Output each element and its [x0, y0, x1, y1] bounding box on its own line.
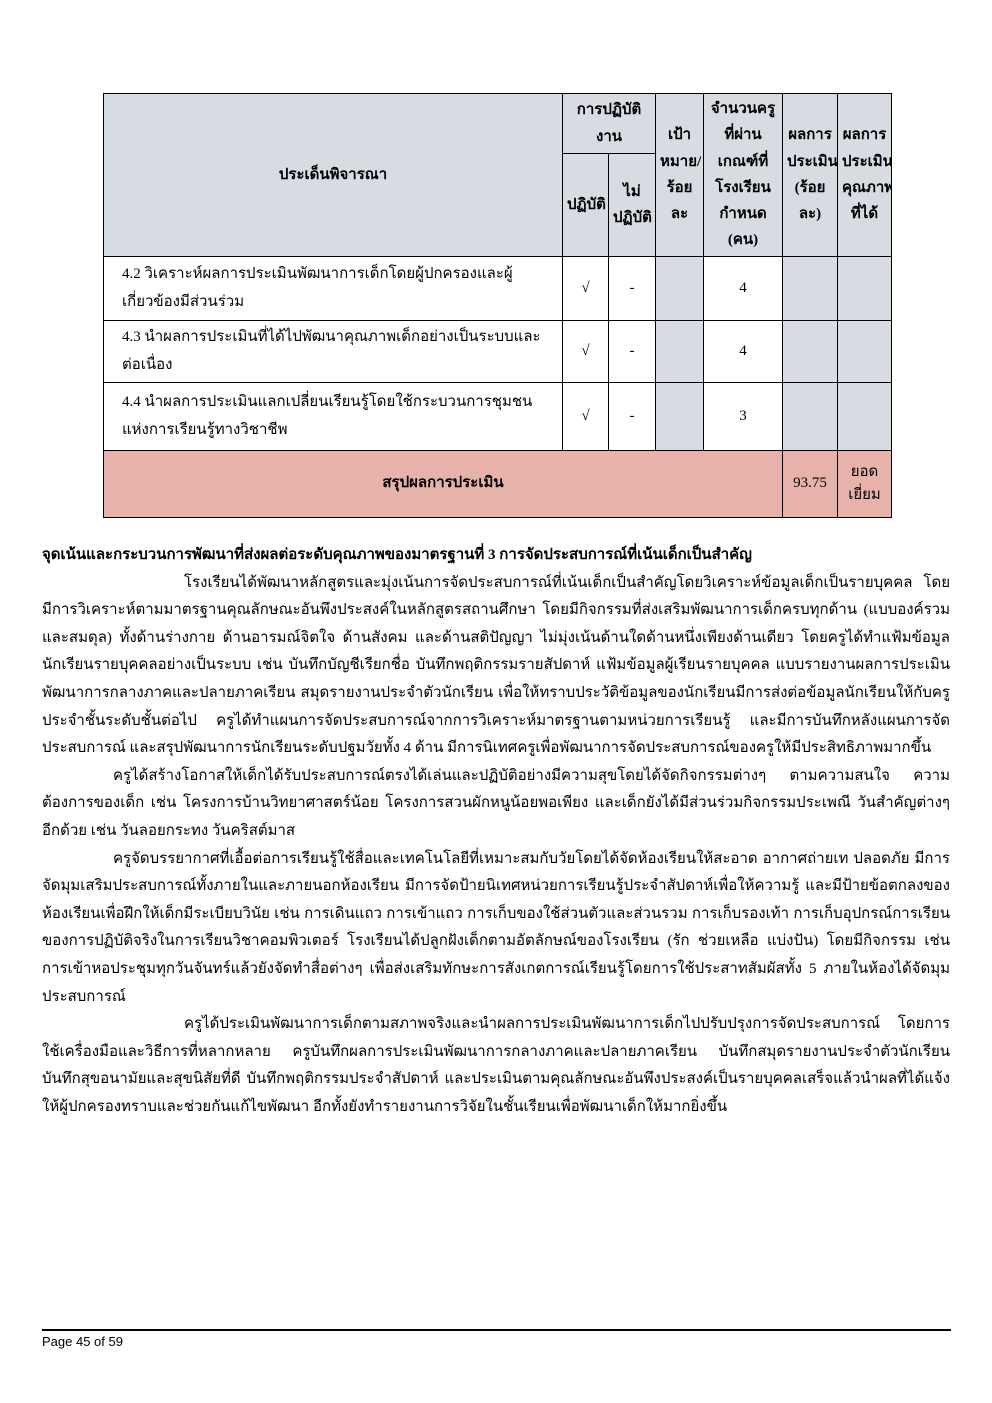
row-notdid-mark: - — [607, 381, 657, 451]
row-notdid-mark: - — [607, 255, 657, 321]
header-did: ปฏิบัติ — [562, 153, 609, 257]
header-operation-group: การปฏิบัติงาน — [561, 92, 657, 155]
row-notdid-mark: - — [607, 319, 657, 383]
row-consideration: 4.2 วิเคราะห์ผลการประเมินพัฒนาการเด็กโดย… — [103, 255, 563, 321]
footer-divider — [42, 1329, 951, 1331]
row-did-check: √ — [562, 319, 609, 383]
header-result-percent: ผลการประเมิน (ร้อยละ) — [782, 93, 839, 257]
table-row: 4.4 นำผลการประเมินแลกเปลี่ยนเรียนรู้โดยใ… — [103, 381, 893, 451]
row-quality-value — [837, 381, 893, 451]
header-target: เป้าหมาย/ร้อยละ — [655, 93, 705, 257]
row-teachers-value: 4 — [703, 319, 784, 383]
header-quality-result: ผลการประเมินคุณภาพที่ได้ — [837, 93, 893, 257]
summary-quality-value: ยอดเยี่ยม — [837, 449, 893, 518]
row-result-value — [782, 319, 839, 383]
row-target-value — [655, 255, 705, 321]
body-paragraph: ครูจัดบรรยากาศที่เอื้อต่อการเรียนรู้ใช้ส… — [42, 850, 950, 1005]
row-teachers-value: 4 — [703, 255, 784, 321]
row-teachers-value: 3 — [703, 381, 784, 451]
section-heading: จุดเน้นและกระบวนการพัฒนาที่ส่งผลต่อระดับ… — [42, 547, 752, 563]
header-teachers-passed: จำนวนครูที่ผ่านเกณฑ์ที่โรงเรียนกำหนด (คน… — [703, 93, 784, 257]
row-result-value — [782, 255, 839, 321]
row-result-value — [782, 381, 839, 451]
header-not-did: ไม่ปฏิบัติ — [607, 153, 657, 257]
body-text-block: จุดเน้นและกระบวนการพัฒนาที่ส่งผลต่อระดับ… — [42, 542, 950, 1121]
summary-row: สรุปผลการประเมิน 93.75 ยอดเยี่ยม — [102, 449, 893, 518]
row-consideration: 4.3 นำผลการประเมินที่ได้ไปพัฒนาคุณภาพเด็… — [103, 319, 563, 383]
summary-label: สรุปผลการประเมิน — [102, 449, 784, 518]
body-paragraph: โรงเรียนได้พัฒนาหลักสูตรและมุ่งเน้นการจั… — [42, 574, 950, 757]
body-paragraph: ครูได้สร้างโอกาสให้เด็กได้รับประสบการณ์ต… — [42, 767, 950, 839]
body-paragraph: ครูได้ประเมินพัฒนาการเด็กตามสภาพจริงและน… — [42, 1016, 950, 1115]
header-consideration: ประเด็นพิจารณา — [103, 93, 563, 257]
summary-result-value: 93.75 — [782, 449, 839, 518]
row-target-value — [655, 381, 705, 451]
table-row: 4.2 วิเคราะห์ผลการประเมินพัฒนาการเด็กโดย… — [103, 255, 893, 321]
assessment-table: ประเด็นพิจารณา การปฏิบัติงาน เป้าหมาย/ร้… — [102, 92, 893, 518]
row-quality-value — [837, 319, 893, 383]
row-quality-value — [837, 255, 893, 321]
row-did-check: √ — [562, 381, 609, 451]
table-header: ประเด็นพิจารณา การปฏิบัติงาน เป้าหมาย/ร้… — [103, 92, 893, 257]
row-target-value — [655, 319, 705, 383]
page-number-label: Page 45 of 59 — [42, 1334, 123, 1349]
table-row: 4.3 นำผลการประเมินที่ได้ไปพัฒนาคุณภาพเด็… — [103, 319, 893, 383]
row-did-check: √ — [562, 255, 609, 321]
row-consideration: 4.4 นำผลการประเมินแลกเปลี่ยนเรียนรู้โดยใ… — [103, 381, 563, 451]
